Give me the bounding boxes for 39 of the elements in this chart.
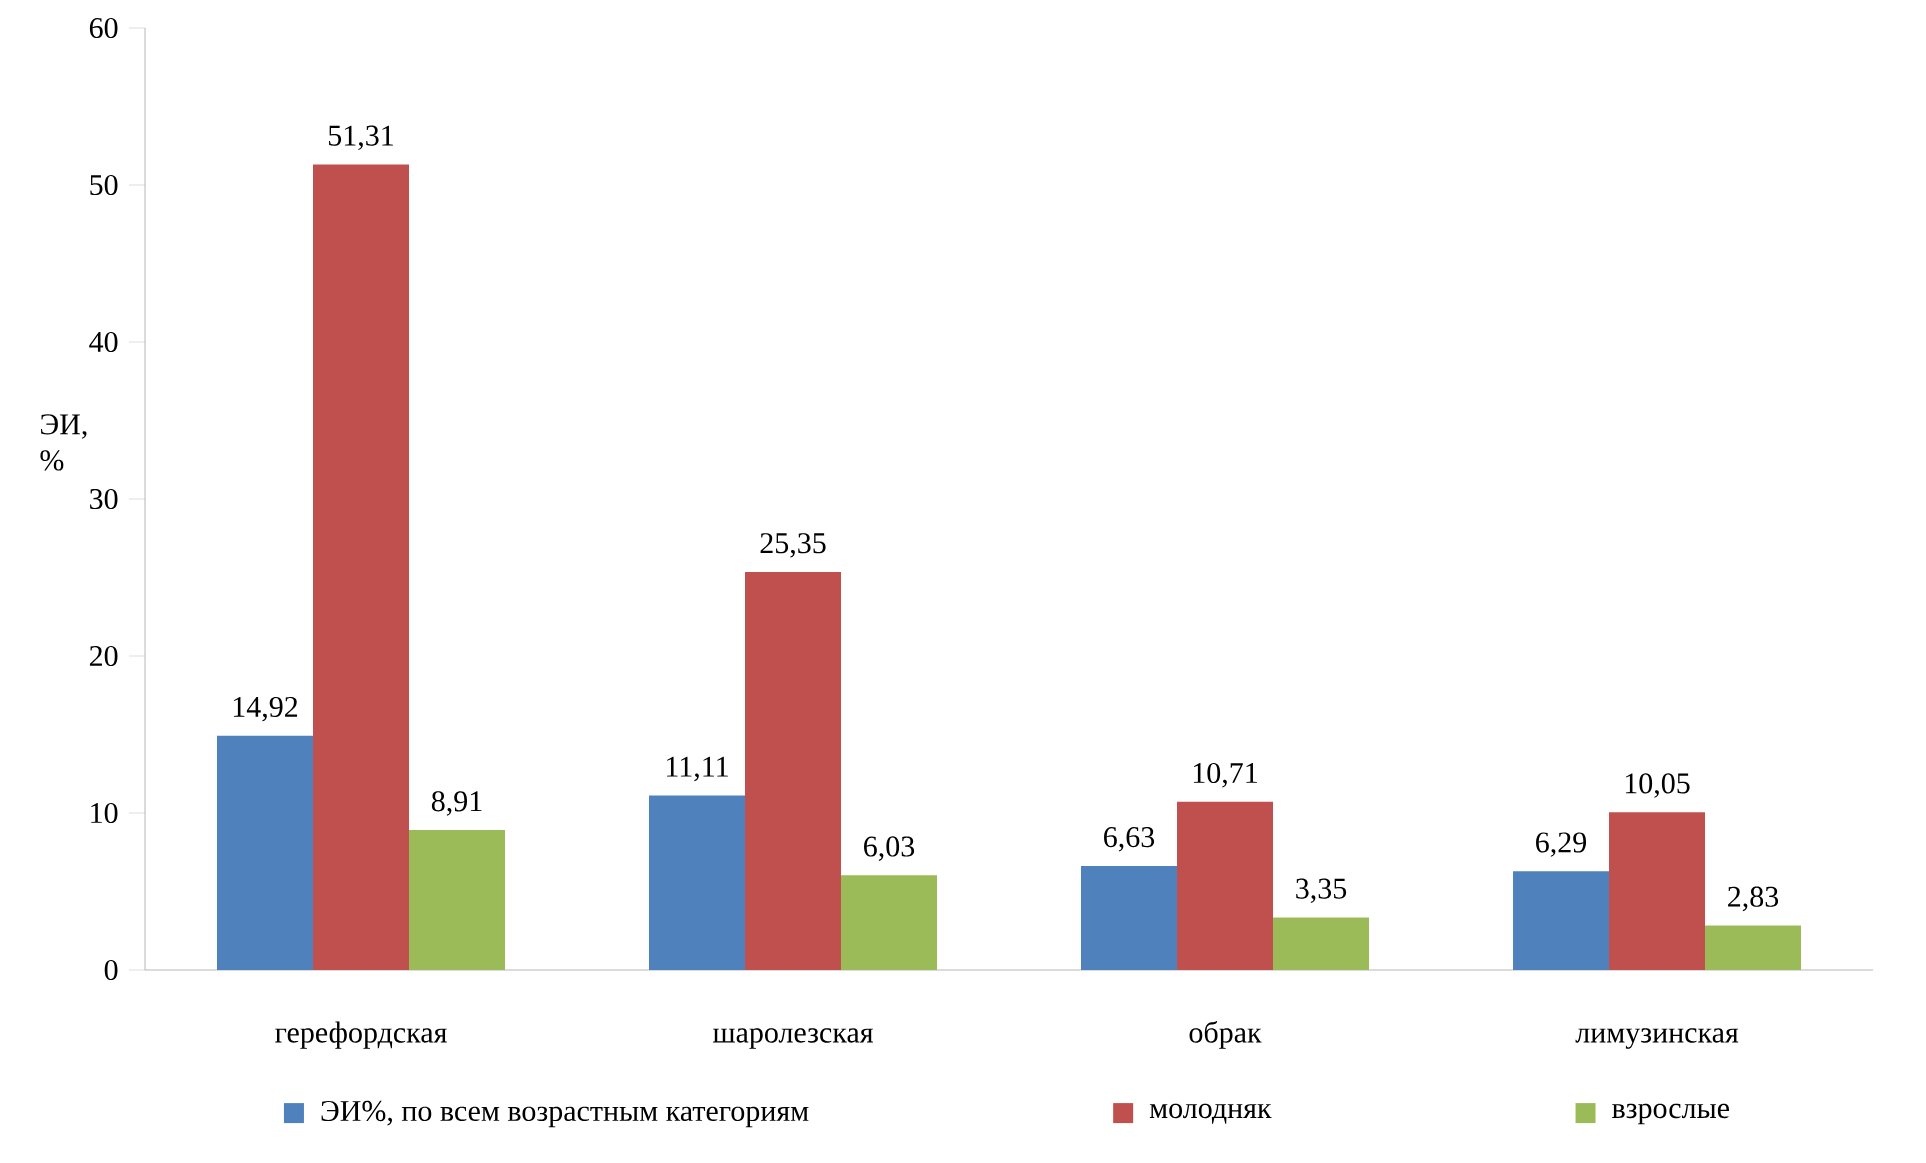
data-label: 11,11: [667, 756, 728, 782]
data-label: 2,83: [1728, 886, 1779, 912]
bar: [1081, 865, 1178, 970]
x-tick-label: герефордская: [275, 1021, 447, 1049]
y-tick-label: 40: [89, 331, 118, 353]
y-tick-label: 10: [91, 802, 118, 824]
legend-label: молодняк: [1149, 1103, 1272, 1124]
x-tick-label: шаролезская: [712, 1028, 874, 1049]
bar: [1705, 925, 1802, 970]
bar: [409, 830, 506, 970]
bar: [841, 875, 938, 970]
bar: [1177, 801, 1274, 970]
y-tick-label: 60: [89, 17, 118, 39]
y-tick-label: 50: [90, 174, 118, 196]
y-tick-label: 30: [90, 488, 118, 510]
data-label: 6,29: [1536, 832, 1587, 857]
bar: [649, 795, 746, 970]
bar: [1513, 871, 1610, 970]
x-tick-label: лимузинская: [1575, 1028, 1739, 1049]
data-label: 25,35: [760, 533, 826, 558]
legend-label: ЭИ%, по всем возрастным категориям: [321, 1100, 809, 1128]
bar: [1609, 812, 1706, 970]
y-axis-title: ЭИ, %: [40, 414, 87, 471]
bar: [745, 572, 841, 970]
y-tick-label: 20: [89, 645, 118, 667]
bar: [1273, 917, 1370, 970]
legend-label: взрослые: [1612, 1103, 1729, 1125]
data-label: 10,05: [1625, 773, 1690, 798]
data-label: 51,31: [329, 125, 393, 151]
data-label: 14,92: [233, 696, 298, 722]
data-label: 3,35: [1296, 878, 1347, 903]
data-label: 6,03: [864, 836, 915, 861]
x-tick-label: обрак: [1189, 1020, 1262, 1049]
bar: [217, 735, 313, 970]
bar: [313, 164, 410, 970]
y-tick-label: 0: [104, 959, 118, 981]
data-label: 8,91: [431, 791, 482, 816]
data-label: 6,63: [1104, 827, 1155, 852]
data-label: 10,71: [1193, 762, 1257, 788]
